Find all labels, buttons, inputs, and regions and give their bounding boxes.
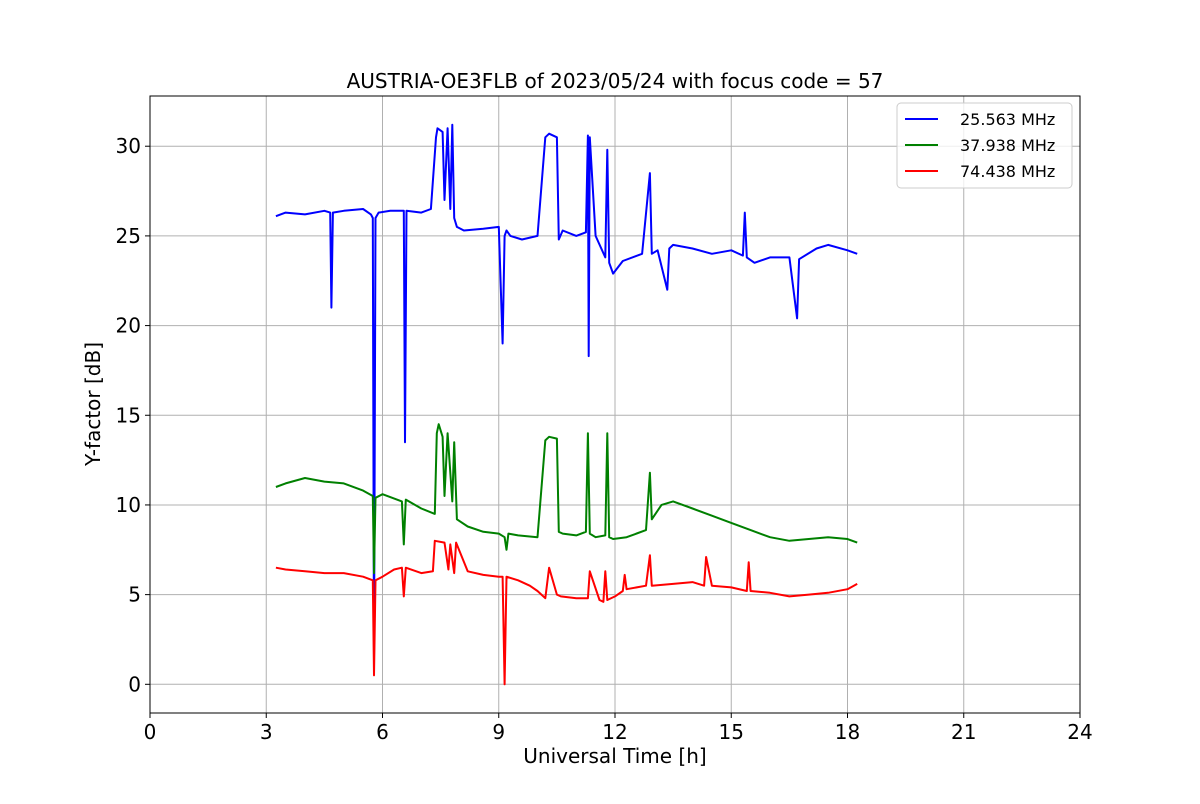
legend: 25.563 MHz 37.938 MHz 74.438 MHz: [896, 102, 1073, 189]
chart-title: AUSTRIA-OE3FLB of 2023/05/24 with focus …: [347, 69, 884, 93]
series-line-25-563-mhz: [275, 123, 858, 659]
x-tick-label: 24: [1067, 720, 1092, 744]
x-tick-label: 12: [602, 720, 627, 744]
y-tick-label: 25: [116, 224, 141, 248]
y-tick-label: 10: [116, 493, 141, 517]
x-tick-label: 18: [835, 720, 860, 744]
series-line-37-938-mhz: [275, 423, 858, 575]
x-tick-label: 9: [492, 720, 505, 744]
axis-ticks: 0 3 6 9 12 15 18 21 24 0 5 10 15 20 25 30: [116, 134, 1093, 744]
x-tick-label: 21: [951, 720, 976, 744]
y-tick-label: 5: [128, 583, 141, 607]
legend-box: [896, 102, 1073, 189]
x-tick-label: 0: [144, 720, 157, 744]
legend-label-74-438: 74.438 MHz: [960, 162, 1055, 181]
legend-label-37-938: 37.938 MHz: [960, 136, 1055, 155]
x-axis-label: Universal Time [h]: [523, 744, 706, 768]
x-tick-label: 15: [719, 720, 744, 744]
y-tick-label: 15: [116, 403, 141, 427]
y-axis-label: Y-factor [dB]: [81, 342, 105, 467]
legend-label-25-563: 25.563 MHz: [960, 110, 1055, 129]
x-tick-label: 3: [260, 720, 273, 744]
x-tick-label: 6: [376, 720, 389, 744]
y-tick-label: 30: [116, 134, 141, 158]
y-tick-label: 20: [116, 314, 141, 338]
series-group: [275, 123, 858, 686]
series-line-74-438-mhz: [275, 539, 858, 686]
y-tick-label: 0: [128, 672, 141, 696]
